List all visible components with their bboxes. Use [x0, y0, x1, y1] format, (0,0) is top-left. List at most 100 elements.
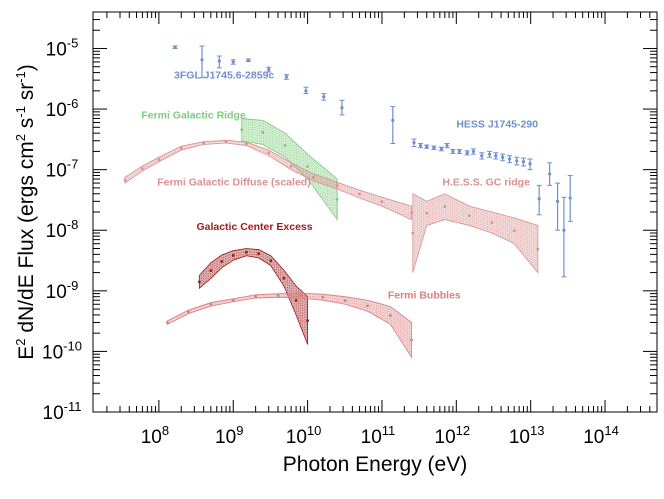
y-axis-title: E2 dN/dE Flux (ergs cm2 s-1 sr-1) [13, 64, 38, 360]
galactic-center-excess-point [306, 319, 309, 323]
fermi-galactic-diffuse-scaled-point [123, 178, 127, 182]
hess-j1745-290-label: HESS J1745-290 [456, 118, 538, 130]
hess-j1745-290-point [471, 149, 476, 154]
h-e-s-s-gc-ridge-point [468, 214, 471, 218]
fermi-bubbles-point [187, 310, 190, 314]
fermi-galactic-diffuse-scaled-point [358, 192, 361, 196]
3fgl-j1745-6-2859c-point [284, 75, 289, 79]
fermi-galactic-ridge-point [240, 128, 244, 131]
fermi-galactic-diffuse-scaled-band [124, 139, 412, 221]
galactic-center-excess-point [269, 259, 273, 263]
galactic-center-excess-point [257, 252, 261, 256]
fermi-bubbles-point [389, 314, 392, 317]
h-e-s-s-gc-ridge-point [443, 205, 447, 209]
hess-j1745-290-point [515, 159, 519, 163]
3fgl-j1745-6-2859c-point [322, 95, 326, 99]
y-tick-label: 10-11 [43, 399, 82, 424]
hess-j1745-290-point [501, 155, 505, 159]
3fgl-j1745-6-2859c-point [200, 58, 204, 62]
fermi-galactic-ridge-point [283, 143, 287, 147]
fermi-galactic-diffuse-scaled-point [267, 151, 271, 155]
3fgl-j1745-6-2859c-label: 3FGL J1745.6-2859c [174, 69, 274, 81]
x-tick-label: 1011 [361, 423, 396, 448]
galactic-center-excess-label: Galactic Center Excess [196, 221, 312, 233]
3fgl-j1745-6-2859c-point [340, 106, 344, 110]
x-tick-label: 108 [141, 423, 169, 448]
fermi-galactic-diffuse-scaled-point [312, 176, 315, 179]
hess-j1745-290-point [445, 143, 449, 148]
hess-j1745-290-point [507, 157, 512, 161]
fermi-bubbles-point [165, 321, 169, 324]
fermi-galactic-diffuse-scaled-point [289, 164, 293, 168]
fermi-galactic-diffuse-scaled-point [202, 141, 206, 145]
h-e-s-s-gc-ridge-label: H.E.S.S. GC ridge [442, 176, 530, 188]
fermi-galactic-diffuse-scaled-point [157, 158, 161, 161]
fermi-bubbles-label: Fermi Bubbles [388, 289, 461, 301]
hess-j1745-290-point [528, 162, 532, 166]
h-e-s-s-gc-ridge-point [425, 211, 429, 215]
fermi-galactic-diffuse-scaled-point [244, 142, 248, 146]
h-e-s-s-gc-ridge-band [412, 193, 539, 274]
fermi-galactic-diffuse-scaled-point [335, 184, 339, 187]
y-tick-label: 10-7 [46, 157, 79, 182]
x-tick-label: 1012 [435, 423, 471, 448]
galactic-center-excess-point [294, 299, 298, 302]
fermi-bubbles-point [298, 294, 302, 297]
3fgl-j1745-6-2859c-point [267, 67, 271, 72]
hess-j1745-290-point [487, 152, 492, 156]
points-layer [172, 45, 573, 278]
3fgl-j1745-6-2859c-point [246, 58, 251, 62]
fermi-bubbles-point [321, 295, 325, 299]
fermi-bubbles-band [166, 292, 412, 359]
y-tick-label: 10-8 [46, 217, 79, 242]
hess-j1745-290-point [555, 199, 560, 203]
y-tick-label: 10-9 [46, 278, 79, 303]
3fgl-j1745-6-2859c-point [173, 45, 177, 49]
hess-j1745-290-point [480, 154, 484, 158]
fermi-bubbles-point [231, 298, 235, 302]
x-axis-title: Photon Energy (eV) [283, 453, 467, 476]
x-tick-label: 1013 [509, 423, 545, 448]
hess-j1745-290-point [425, 145, 429, 149]
fermi-galactic-diffuse-scaled-point [224, 140, 228, 144]
hess-j1745-290-point [432, 146, 436, 150]
fermi-galactic-ridge-point [261, 131, 265, 134]
band-layer [123, 118, 540, 359]
series-labels: 3FGL J1745.6-2859c HESS J1745-290 Fermi Ga… [141, 69, 538, 301]
x-tick-label: 109 [215, 423, 243, 448]
hess-j1745-290-point [537, 197, 541, 201]
3fgl-j1745-6-2859c-point [217, 59, 221, 63]
hess-j1745-290-point [521, 160, 526, 164]
hess-j1745-290-point [548, 172, 552, 176]
galactic-center-excess-point [220, 260, 224, 263]
3fgl-j1745-6-2859c-point [391, 118, 395, 122]
fermi-galactic-diffuse-scaled-point [410, 211, 413, 215]
hess-j1745-290-point [451, 149, 455, 154]
hess-j1745-290-point [494, 154, 498, 158]
3fgl-j1745-6-2859c-point [231, 60, 235, 64]
fermi-bubbles-point [343, 299, 347, 302]
y-tick-label: 10-5 [46, 35, 79, 60]
fermi-galactic-ridge-label: Fermi Galactic Ridge [141, 109, 246, 121]
fermi-galactic-ridge-point [306, 165, 309, 169]
hess-j1745-290-point [412, 140, 416, 145]
fermi-bubbles-point [366, 304, 369, 308]
galactic-center-excess-point [244, 250, 248, 254]
galactic-center-excess-point [282, 276, 286, 280]
galactic-center-excess-point [209, 269, 213, 273]
hess-j1745-290-point [457, 149, 461, 154]
3fgl-j1745-6-2859c-point [304, 89, 308, 93]
y-tick-label: 10-6 [46, 96, 79, 121]
h-e-s-s-gc-ridge-point [490, 221, 494, 224]
fermi-bubbles-point [276, 294, 280, 297]
y-tick-label: 10-10 [42, 338, 82, 363]
fermi-bubbles-point [410, 338, 413, 342]
galactic-center-excess-point [231, 254, 235, 257]
x-tick-label: 1010 [286, 423, 322, 448]
hess-j1745-290-point [562, 228, 566, 232]
galactic-center-excess-point [197, 280, 201, 284]
fermi-galactic-diffuse-scaled-point [179, 146, 183, 150]
hess-j1745-290-point [568, 196, 572, 200]
x-tick-label: 1014 [583, 423, 619, 448]
